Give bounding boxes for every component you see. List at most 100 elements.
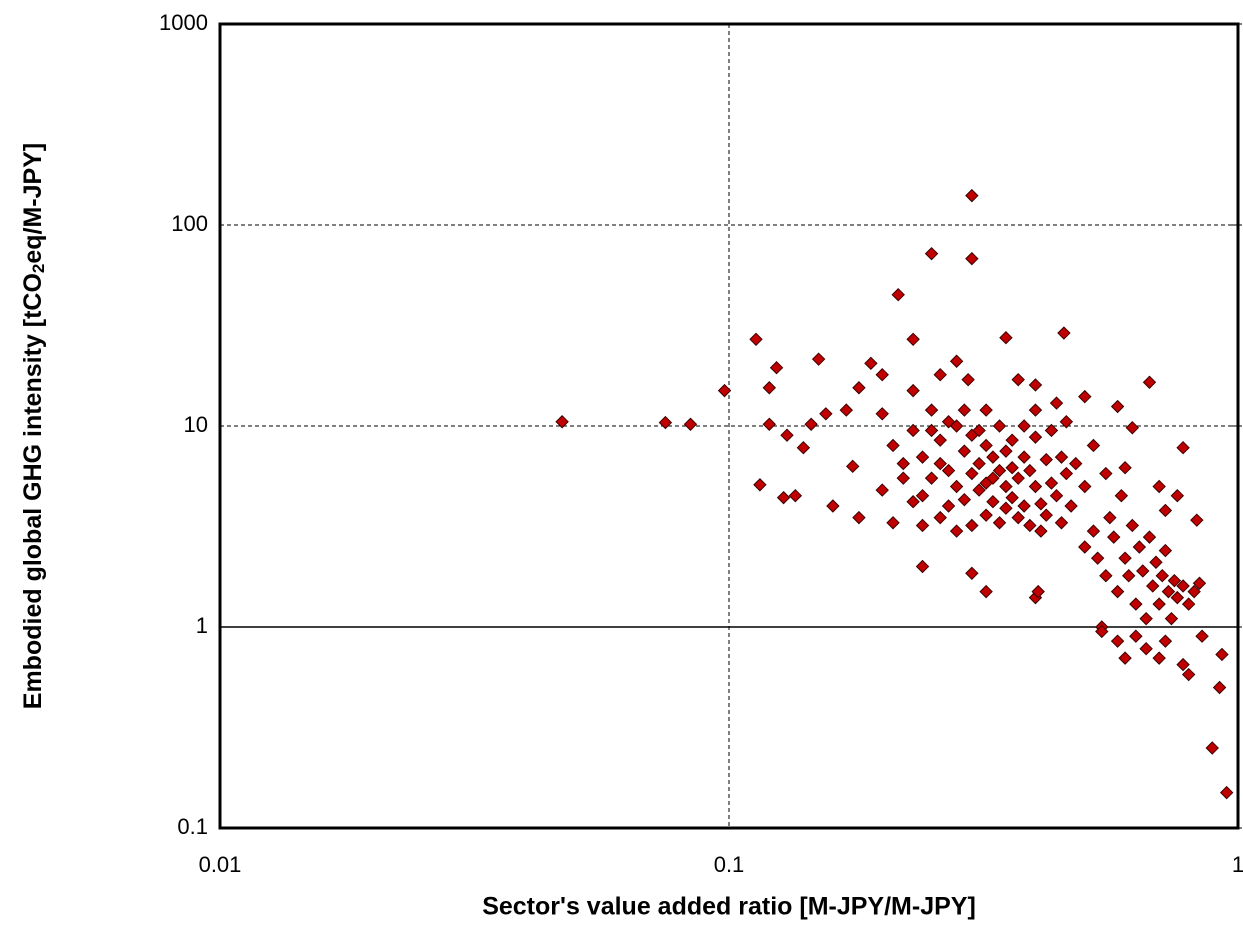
point xyxy=(1031,584,1045,599)
point xyxy=(1205,741,1219,755)
point xyxy=(1078,540,1092,554)
point xyxy=(965,466,979,481)
point xyxy=(1152,479,1166,494)
point xyxy=(986,450,1000,464)
y-tick-label: 0.1 xyxy=(177,814,208,839)
point xyxy=(886,516,900,530)
point xyxy=(776,490,791,505)
point xyxy=(992,463,1007,478)
point xyxy=(986,495,1000,509)
y-title-part: Embodied global GHG intensity [tCO xyxy=(19,273,47,709)
point xyxy=(933,367,947,382)
point xyxy=(1039,508,1053,522)
point xyxy=(1158,543,1173,558)
point xyxy=(906,383,920,398)
point xyxy=(957,444,972,458)
point xyxy=(1054,516,1069,530)
point xyxy=(924,403,939,417)
point xyxy=(1118,651,1132,665)
point xyxy=(1099,568,1113,583)
point xyxy=(949,479,964,494)
point xyxy=(788,488,803,503)
point xyxy=(1219,785,1234,800)
point xyxy=(965,188,979,203)
point xyxy=(852,510,866,525)
point xyxy=(965,566,979,581)
point xyxy=(1167,573,1182,588)
point xyxy=(999,330,1013,345)
point xyxy=(949,524,964,538)
point xyxy=(1005,433,1019,447)
point xyxy=(1090,551,1105,565)
x-tick-label: 1 xyxy=(1232,852,1243,877)
point xyxy=(933,510,947,525)
point xyxy=(1099,466,1113,481)
point xyxy=(875,367,889,382)
point xyxy=(717,383,732,398)
point xyxy=(1057,326,1071,340)
point xyxy=(972,456,986,471)
x-axis-title: Sector's value added ratio [M-JPY/M-JPY] xyxy=(482,893,976,921)
point xyxy=(1149,555,1163,569)
point xyxy=(1155,568,1169,583)
point xyxy=(915,450,930,464)
point xyxy=(941,415,956,429)
point xyxy=(1132,540,1147,554)
point xyxy=(1023,463,1037,478)
point xyxy=(906,332,920,347)
point xyxy=(1064,499,1078,513)
plot-frame xyxy=(218,22,1240,830)
point xyxy=(796,440,811,455)
point xyxy=(1125,421,1140,435)
point xyxy=(658,415,673,430)
point xyxy=(1158,634,1173,648)
point xyxy=(1028,403,1043,417)
point xyxy=(986,471,1000,485)
point xyxy=(1011,471,1025,485)
point xyxy=(1164,611,1179,626)
point xyxy=(1039,452,1053,467)
point xyxy=(1212,680,1227,695)
point xyxy=(864,356,878,371)
point xyxy=(1142,530,1157,544)
point xyxy=(896,471,911,485)
point xyxy=(933,456,947,471)
point xyxy=(1170,590,1185,605)
point xyxy=(852,381,866,395)
point xyxy=(1136,564,1150,578)
point xyxy=(1086,524,1101,538)
point xyxy=(1044,423,1059,438)
point xyxy=(924,423,939,438)
point xyxy=(1176,657,1190,672)
point xyxy=(961,372,975,387)
point xyxy=(1028,479,1043,494)
point xyxy=(1161,584,1176,599)
point xyxy=(972,423,986,438)
point xyxy=(906,495,920,509)
point xyxy=(1176,579,1190,593)
point xyxy=(915,518,930,533)
point xyxy=(1017,499,1031,513)
point xyxy=(1069,456,1083,471)
point xyxy=(999,444,1013,458)
point xyxy=(1103,510,1117,525)
point xyxy=(1005,461,1019,475)
point xyxy=(753,478,767,492)
point xyxy=(915,488,930,503)
point xyxy=(839,403,854,417)
point xyxy=(1005,490,1019,505)
y-tick-label: 100 xyxy=(171,211,208,236)
point xyxy=(1110,584,1125,599)
point xyxy=(762,417,777,431)
point xyxy=(1192,576,1207,590)
point xyxy=(1107,530,1121,544)
point xyxy=(1146,579,1160,593)
point xyxy=(1139,641,1153,656)
point xyxy=(845,459,860,474)
point xyxy=(979,508,993,522)
point xyxy=(957,492,972,507)
x-tick-label: 0.1 xyxy=(714,852,745,877)
point xyxy=(1034,497,1048,511)
point xyxy=(1122,568,1136,583)
